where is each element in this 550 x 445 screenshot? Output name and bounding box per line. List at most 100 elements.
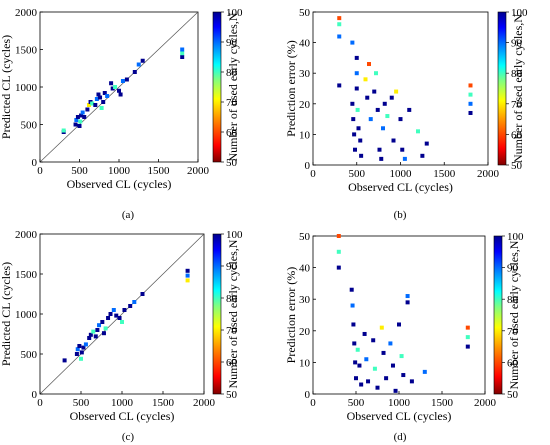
data-point [375,107,380,112]
data-point [180,47,185,52]
data-point [367,62,371,67]
caption-a: (a) [122,209,135,221]
data-point [79,356,83,361]
data-point [110,86,115,91]
x-tick-label: 1000 [111,397,134,409]
data-point [336,265,341,270]
data-point [468,83,473,88]
caption-d: (d) [394,431,407,443]
data-point [382,101,387,106]
data-point [409,379,414,384]
y-tick-label: 50 [299,7,311,19]
data-point [100,320,105,324]
y-axis-label: Prediction error (%) [284,267,298,364]
data-point [79,350,84,355]
data-point [83,342,88,347]
data-point [91,329,96,334]
data-point [99,106,104,110]
data-point [94,97,99,101]
data-point [87,336,92,340]
colorbar-tick-label: 80 [226,67,238,79]
data-point [391,138,396,143]
y-tick-label: 20 [299,99,311,111]
x-axis-label: Observed CL (cycles) [70,409,175,423]
x-tick-label: 1000 [390,168,413,180]
data-point [377,147,382,152]
x-tick-label: 2000 [477,168,500,180]
data-point [465,325,470,330]
data-point [337,83,342,88]
data-point [359,153,364,158]
y-tick-label: 1500 [15,269,38,281]
data-point [356,126,361,131]
y-tick-label: 30 [299,294,311,306]
data-point [336,234,341,238]
colorbar-label: Number of used early cycles,N [507,240,521,389]
data-point [402,156,407,161]
colorbar-tick-label: 100 [507,231,524,243]
data-point [337,34,342,39]
data-point [95,328,100,332]
y-tick-label: 0 [32,157,38,169]
data-point [132,70,137,74]
x-tick-label: 500 [348,397,365,409]
data-point [101,331,106,336]
data-point [354,376,358,381]
colorbar-tick-label: 80 [226,293,238,305]
data-point [117,88,121,93]
x-tick-label: 2000 [187,165,210,177]
data-point [416,129,420,134]
data-point [372,366,377,371]
diagonal-line-c [39,233,205,395]
data-point [101,100,106,104]
colorbar-label: Number of used early cycles,N [226,12,240,161]
data-point [86,103,91,107]
data-point [78,119,83,124]
data-point [120,320,124,324]
data-point [398,117,403,122]
data-point [73,122,78,127]
y-tick-label: 0 [32,389,38,401]
data-point [400,147,405,152]
data-point [185,273,190,278]
data-point [75,115,80,119]
colorbar-tick-label: 80 [511,68,523,80]
data-point [349,287,354,292]
data-point [128,304,133,308]
colorbar-a [212,11,222,163]
colorbar-tick-label: 60 [507,357,519,369]
data-point [424,141,429,146]
data-point [122,308,127,312]
x-tick-label: 500 [71,165,88,177]
colorbar-c [212,233,222,395]
data-point [365,95,370,100]
data-point [132,300,137,304]
data-point [81,345,86,350]
data-point [381,350,386,355]
y-axis-label: Prediction error (%) [284,40,298,137]
data-point [375,385,380,390]
data-point [98,95,103,100]
data-point [422,369,427,374]
data-point [465,335,470,340]
data-point [114,313,119,318]
data-point [90,101,95,106]
y-tick-label: 0 [305,160,311,172]
data-point [117,316,122,320]
panel-d: 0 500 1000 1500 2000 0 10 20 30 40 50 Observed CL (… [284,231,524,423]
panel-b: 0 500 1000 1500 2000 0 10 20 30 40 50 Observed CL (… [284,7,528,194]
data-point [420,153,425,158]
data-point [120,79,125,83]
x-tick-label: 2000 [474,397,497,409]
data-point [405,294,410,299]
caption-c: (c) [122,431,135,443]
data-point [374,71,378,76]
data-point [350,303,355,308]
y-tick-label: 2000 [15,229,38,241]
data-point [379,325,384,330]
data-point [124,77,129,82]
colorbar-tick-label: 50 [226,389,238,401]
y-tick-label: 40 [299,38,311,50]
x-tick-label: 1500 [433,168,456,180]
data-point [364,357,369,362]
